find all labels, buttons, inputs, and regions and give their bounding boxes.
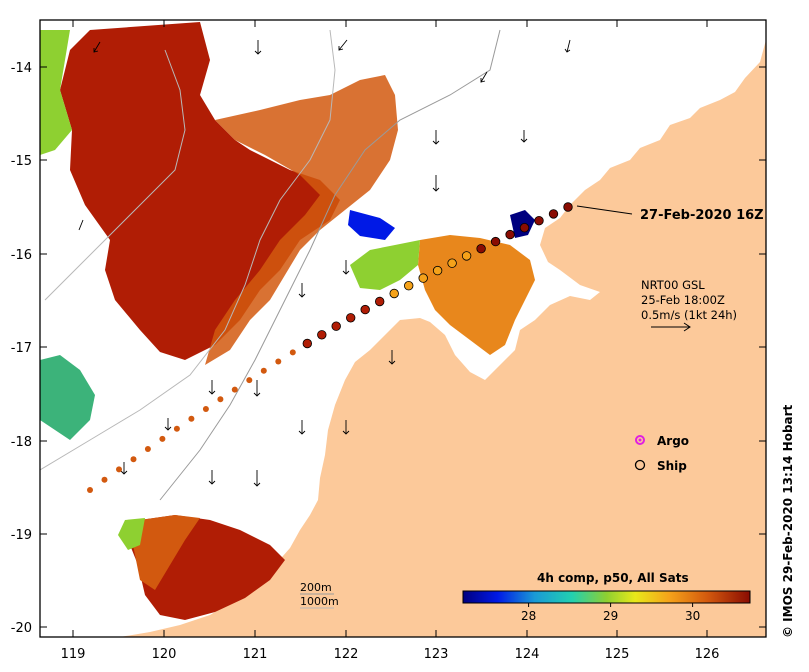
x-tick-label: 122 [334,647,359,662]
ship-track-point [461,251,472,261]
argo-legend-marker [635,435,645,445]
ship-track-point [260,367,267,374]
x-axis: 119 120 121 122 123 124 125 126 [61,20,720,662]
ship-track-point [246,377,253,384]
y-tick-label: -16 [11,248,32,263]
sst-patch-south-green [118,518,145,550]
x-tick-label: 121 [243,647,268,662]
ship-track-point [534,215,544,226]
ship-track-point [389,288,399,299]
ship-track-point [432,265,443,276]
sst-patch-nearshore [418,235,535,355]
track-label-leader [576,205,633,215]
y-tick-label: -15 [11,154,32,169]
current-scale-arrow [651,322,691,332]
credit-text: IMOS 29-Feb-2020 13:14 Hobart [781,404,795,622]
sst-patch-nearshore-green [350,240,420,290]
ship-track-point [217,396,224,403]
contour-1000m-label: 1000m [300,595,339,608]
x-tick-label: 126 [695,647,720,662]
plot-frame [39,19,767,638]
ship-track-point [159,435,166,442]
contour-200m [159,29,501,501]
ship-track-point [418,273,428,283]
colorbar-ticks: 28 29 30 [521,603,700,623]
ship-track-point [404,281,414,291]
colorbar-tick-label: 29 [603,609,618,623]
x-tick-label: 123 [424,647,449,662]
contour-1000m [40,29,336,471]
land-mainland [120,40,766,637]
y-tick-label: -14 [11,61,32,76]
x-tick-label: 124 [515,647,540,662]
ship-track-point [130,456,137,463]
x-tick-label: 120 [152,647,177,662]
ship-track-point [476,243,486,254]
x-tick-label: 125 [605,647,630,662]
ship-track-point [346,313,356,323]
ship-track-point [87,487,93,493]
ship-track-point [231,386,238,393]
ship-legend-marker [634,459,646,471]
ship-track-point [375,296,385,307]
ship-track-point [144,446,151,452]
colorbar [462,590,751,604]
current-scale-label: 0.5m/s (1kt 24h) [641,308,737,322]
sst-patch-green-west [40,30,72,155]
sst-patch-cold-coast [348,210,395,240]
y-axis: -14 -15 -16 -17 -18 -19 -20 [11,61,766,636]
ship-track-point [447,258,457,268]
colorbar-tick-label: 30 [685,609,700,623]
current-time-label: 25-Feb 18:00Z [641,293,725,307]
ship-track-point [563,202,573,212]
y-tick-label: -17 [11,341,32,356]
ship-track-point [173,425,180,432]
x-tick-label: 119 [61,647,86,662]
ship-track-point [188,415,195,422]
current-vectors [78,39,571,487]
ship-track-point [101,476,108,483]
ship-track-point [289,349,296,356]
ship-track-point [360,304,370,315]
sst-patch-cool-west [40,355,95,440]
contour-1000m-west [44,49,186,301]
ship-track-point [490,236,501,247]
ship-track-point [548,209,559,219]
ship-track-point [505,229,515,240]
credit-symbol: © [781,626,795,638]
ship-track-point [116,466,122,473]
current-source-label: NRT00 GSL [641,278,705,292]
ship-track-point [302,338,313,349]
colorbar-title: 4h comp, p50, All Sats [537,571,689,585]
sst-patch-south-mid [133,515,200,590]
ship-track-point [275,358,282,365]
ship-track-point [519,222,530,233]
ship-track-point [202,406,209,412]
y-tick-label: -20 [11,621,32,636]
ship-track-point [331,321,341,331]
ship-track-point [317,330,327,340]
colorbar-tick-label: 28 [521,609,536,623]
y-tick-label: -18 [11,435,32,450]
sst-patch-offshore-mid [205,75,398,365]
ship-legend-label: Ship [657,459,687,473]
contour-200m-label: 200m [300,581,332,594]
argo-legend-label: Argo [657,434,689,448]
ship-track [87,202,573,493]
track-end-label: 27-Feb-2020 16Z [640,208,764,223]
credit-label: © IMOS 29-Feb-2020 13:14 Hobart [781,405,795,638]
y-tick-label: -19 [11,528,32,543]
